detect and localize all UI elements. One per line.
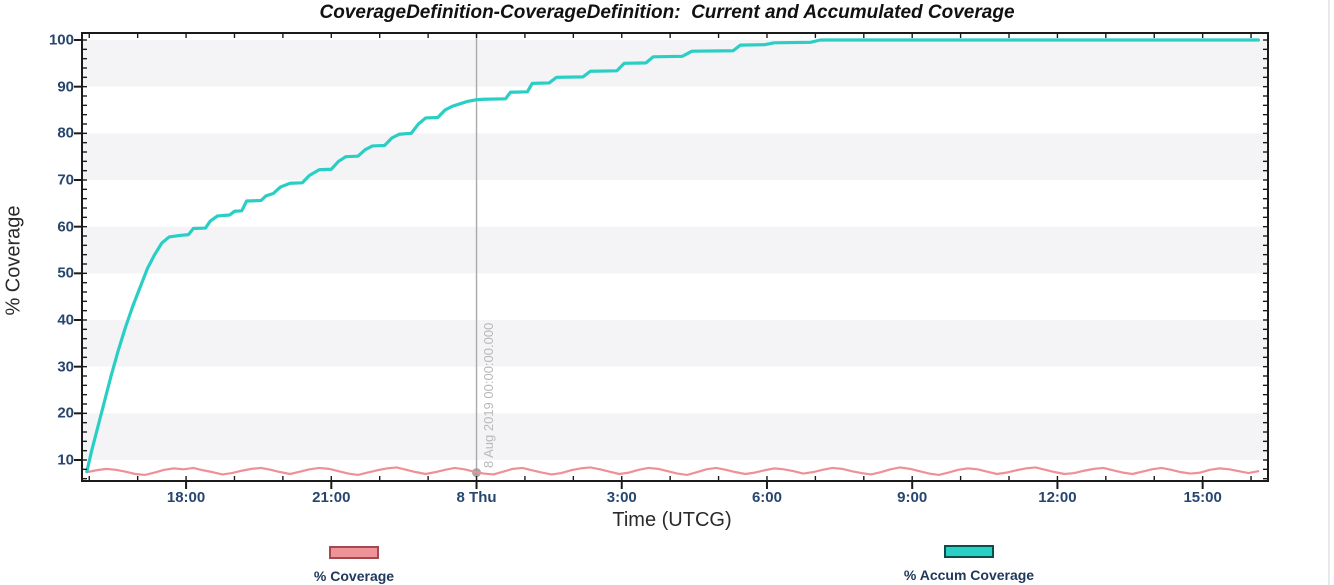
x-tick-label: 21:00 (312, 489, 351, 506)
coverage-line (85, 466, 1260, 477)
y-axis-title: % Coverage (2, 205, 25, 316)
plot-band (82, 133, 1268, 180)
x-tick-label: 15:00 (1183, 489, 1222, 506)
y-tick-label: 90 (57, 78, 74, 96)
chart-title: CoverageDefinition-CoverageDefinition: C… (319, 2, 1015, 23)
y-tick-label: 40 (57, 311, 74, 329)
x-tick-label: 3:00 (606, 489, 637, 506)
plot-band (82, 413, 1268, 460)
x-tick-label: 18:00 (166, 489, 206, 506)
accum-coverage-legend-swatch (944, 545, 994, 558)
x-tick-label: 12:00 (1038, 489, 1077, 506)
x-tick-label: 6:00 (751, 489, 782, 506)
x-tick-label: 8 Thu (456, 489, 497, 506)
accum-coverage-line (85, 38, 1260, 474)
x-axis-title: Time (UTCG) (612, 509, 732, 531)
epoch-annotation-label: 8 Aug 2019 00:00:00.000 (481, 322, 496, 468)
plot-frame (81, 32, 1269, 482)
plot-band (82, 226, 1268, 274)
y-tick-label: 20 (57, 404, 74, 422)
y-tick-label: 30 (57, 358, 74, 376)
coverage-legend-swatch (329, 546, 379, 559)
y-tick-label: 80 (57, 124, 74, 142)
plot-band (82, 320, 1268, 367)
y-tick-label: 100 (48, 31, 74, 49)
y-tick-label: 50 (57, 264, 74, 282)
y-tick-label: 60 (57, 218, 74, 236)
legend-entry-accum-coverage: % Accum Coverage (899, 545, 1039, 583)
y-tick-label: 10 (57, 451, 74, 469)
legend-entry-coverage: % Coverage (284, 546, 424, 584)
window-edge-divider (1328, 0, 1330, 585)
coverage-legend-label: % Coverage (313, 568, 395, 584)
y-tick-label: 70 (57, 171, 74, 189)
plot-band (82, 40, 1268, 87)
x-tick-label: 9:00 (897, 489, 928, 506)
accum-coverage-legend-label: % Accum Coverage (903, 567, 1035, 583)
